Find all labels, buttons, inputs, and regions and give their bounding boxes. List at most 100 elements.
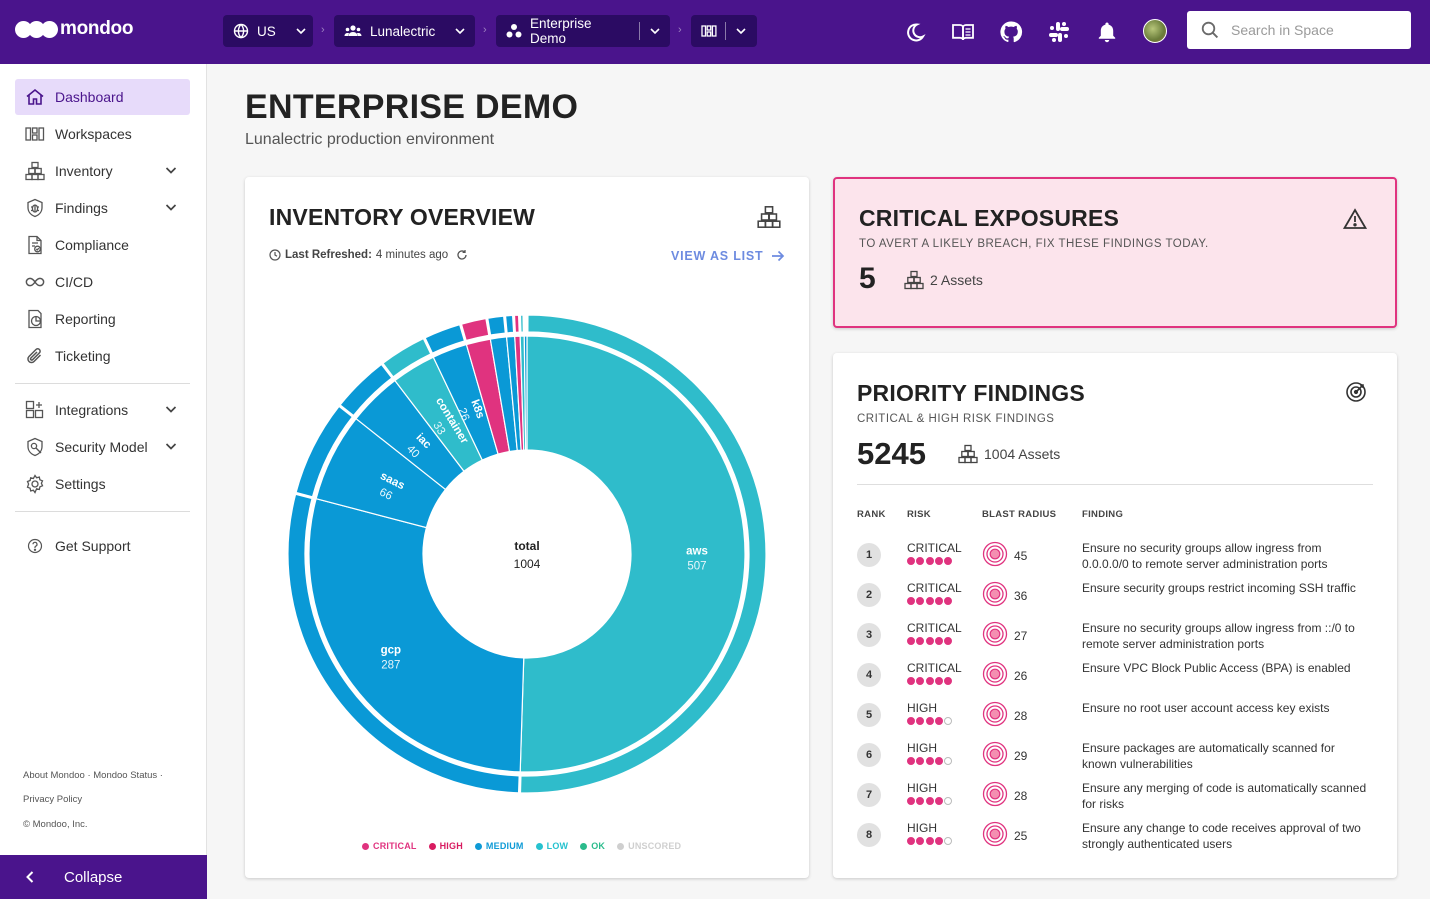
donut-slice[interactable]: [523, 335, 528, 451]
exposures-count: 5: [859, 262, 876, 295]
donut-slice-label: gcp 287: [381, 645, 401, 672]
sidebar-item-integrations[interactable]: Integrations: [15, 392, 190, 428]
sidebar-item-workspaces[interactable]: Workspaces: [15, 116, 190, 152]
chevron-down-icon[interactable]: [726, 25, 756, 37]
risk-dot: [944, 717, 953, 725]
sidebar-item-dashboard[interactable]: Dashboard: [15, 79, 190, 115]
inventory-icon: [958, 444, 978, 464]
status-link[interactable]: Mondoo Status: [93, 770, 158, 781]
risk-dot: [925, 557, 934, 565]
donut-outer-segment[interactable]: [295, 405, 354, 498]
avatar[interactable]: [1143, 19, 1167, 43]
sidebar-item-label: Ticketing: [55, 348, 111, 364]
legend-item[interactable]: MEDIUM: [474, 841, 524, 851]
search-box[interactable]: Search in Space: [1187, 11, 1411, 49]
sidebar-item-inventory[interactable]: Inventory: [15, 153, 190, 189]
table-row[interactable]: 4 CRITICAL 26 Ensure VPC Block Public Acces…: [857, 658, 1377, 698]
chevron-down-icon[interactable]: [164, 439, 178, 456]
sidebar-item-security-model[interactable]: Security Model: [15, 429, 190, 465]
sidebar-item-compliance[interactable]: Compliance: [15, 227, 190, 263]
sidebar-item-reporting[interactable]: Reporting: [15, 301, 190, 337]
space-selector[interactable]: Enterprise Demo: [496, 15, 670, 47]
sidebar-item-findings[interactable]: Findings: [15, 190, 190, 226]
risk-dot: [916, 597, 925, 605]
table-row[interactable]: 3 CRITICAL 27 Ensure no security groups all…: [857, 618, 1377, 658]
donut-outer-segment[interactable]: [513, 314, 520, 333]
slice-value: 66: [377, 486, 394, 502]
donut-outer-segment[interactable]: [524, 314, 527, 333]
chevron-down-icon[interactable]: [640, 25, 670, 37]
risk-dot: [916, 637, 925, 645]
table-row[interactable]: 5 HIGH 28 Ensure no root user account acces…: [857, 698, 1377, 738]
sidebar-item-get-support[interactable]: Get Support: [15, 528, 190, 564]
finding-title[interactable]: Ensure no root user account access key e…: [1082, 701, 1330, 715]
sidebar-item-label: Settings: [55, 476, 106, 492]
donut-outer-segment[interactable]: [424, 323, 466, 354]
donut-slice[interactable]: [308, 497, 525, 773]
table-row[interactable]: 8 HIGH 25 Ensure any change to code receive…: [857, 818, 1377, 858]
inventory-icon: [757, 205, 781, 234]
slack-icon[interactable]: [1046, 19, 1072, 45]
org-selector[interactable]: Lunalectric: [334, 15, 475, 47]
search-input[interactable]: Search in Space: [1231, 22, 1334, 38]
book-icon[interactable]: [950, 19, 976, 45]
about-link[interactable]: About Mondoo: [23, 770, 85, 781]
sidebar-item-ticketing[interactable]: Ticketing: [15, 338, 190, 374]
legend-item[interactable]: CRITICAL: [362, 841, 417, 851]
chevron-down-icon[interactable]: [164, 200, 178, 217]
chevron-down-icon[interactable]: [286, 25, 316, 37]
finding-title[interactable]: Ensure security groups restrict incoming…: [1082, 581, 1356, 595]
chevron-down-icon[interactable]: [445, 25, 475, 37]
donut-outer-segment[interactable]: [460, 317, 490, 342]
blast-radius-icon: [982, 541, 1008, 567]
finding-title[interactable]: Ensure any change to code receives appro…: [1082, 821, 1361, 851]
legend-item[interactable]: LOW: [535, 841, 569, 851]
finding-title[interactable]: Ensure packages are automatically scanne…: [1082, 741, 1335, 771]
donut-outer-segment[interactable]: [382, 337, 432, 378]
risk-dot: [944, 677, 953, 685]
risk-label: CRITICAL: [907, 541, 962, 555]
donut-outer-segment[interactable]: [339, 363, 393, 417]
donut-slice[interactable]: [519, 335, 746, 773]
risk-dot: [916, 557, 925, 565]
privacy-link[interactable]: Privacy Policy: [23, 794, 83, 805]
donut-outer-segment[interactable]: [519, 314, 524, 333]
blast-radius-value: 27: [1014, 629, 1028, 643]
priority-assets-label: 1004 Assets: [984, 446, 1061, 462]
donut-outer-segment[interactable]: [519, 314, 767, 794]
rank-badge: 8: [857, 823, 881, 847]
workspaces-icon: [25, 124, 45, 144]
sidebar-item-settings[interactable]: Settings: [15, 466, 190, 502]
finding-title[interactable]: Ensure VPC Block Public Access (BPA) is …: [1082, 661, 1351, 675]
legend-item[interactable]: UNSCORED: [617, 841, 681, 851]
table-row[interactable]: 6 HIGH 29 Ensure packages are automatically…: [857, 738, 1377, 778]
space-label: Enterprise Demo: [530, 16, 592, 46]
donut-outer-segment[interactable]: [287, 493, 520, 794]
clock-icon: [269, 249, 281, 261]
donut-outer-segment[interactable]: [504, 314, 515, 334]
region-label: US: [257, 23, 276, 39]
legend-item[interactable]: OK: [580, 841, 605, 851]
view-as-list-link[interactable]: VIEW AS LIST: [671, 249, 785, 263]
chevron-down-icon[interactable]: [164, 402, 178, 419]
mondoo-logo[interactable]: mondoo: [15, 18, 133, 40]
bell-icon[interactable]: [1094, 19, 1120, 45]
chevron-down-icon[interactable]: [164, 163, 178, 180]
github-icon[interactable]: [998, 19, 1024, 45]
critical-exposures-card[interactable]: [833, 177, 1397, 328]
finding-title[interactable]: Ensure no security groups allow ingress …: [1082, 621, 1355, 651]
donut-outer-segment[interactable]: [487, 315, 506, 336]
region-selector[interactable]: US: [223, 15, 313, 47]
table-row[interactable]: 2 CRITICAL 36 Ensure security groups restri…: [857, 578, 1377, 618]
finding-title[interactable]: Ensure no security groups allow ingress …: [1082, 541, 1328, 571]
moon-icon[interactable]: [902, 19, 928, 45]
refresh-icon[interactable]: [456, 249, 468, 261]
legend-item[interactable]: HIGH: [428, 841, 463, 851]
sidebar-item-cicd[interactable]: CI/CD: [15, 264, 190, 300]
table-row[interactable]: 7 HIGH 28 Ensure any merging of code is aut…: [857, 778, 1377, 818]
table-row[interactable]: 1 CRITICAL 45 Ensure no security groups all…: [857, 538, 1377, 578]
collapse-button[interactable]: Collapse: [0, 855, 207, 899]
workspace-selector[interactable]: [691, 15, 757, 47]
finding-title[interactable]: Ensure any merging of code is automatica…: [1082, 781, 1367, 811]
blast-radius-value: 36: [1014, 589, 1028, 603]
